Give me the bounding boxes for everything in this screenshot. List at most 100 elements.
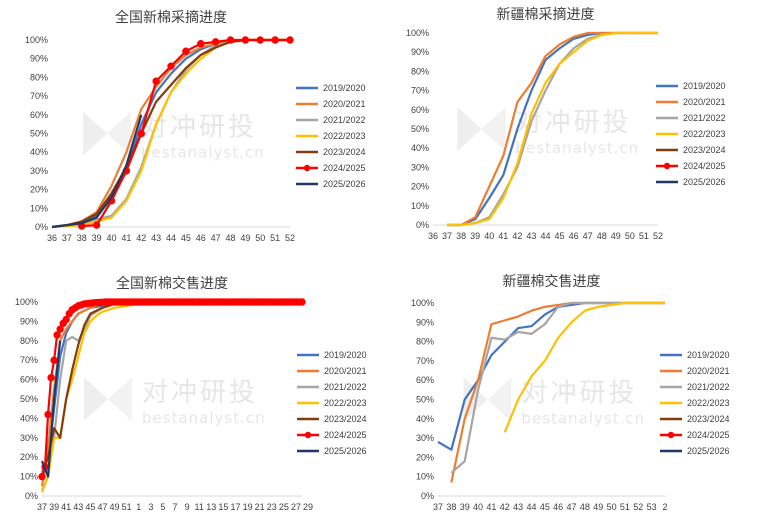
x-tick-label: 19 [243, 502, 253, 512]
series-line-2022-2023 [503, 301, 665, 433]
legend-label: 2020/2021 [324, 366, 367, 376]
x-tick-label: 44 [540, 231, 550, 241]
chart-panel-xinjiang-picking: 对冲研投 bestanalyst.cn 新疆棉采摘进度 0% 10% 20% 30% 40% 5… [383, 0, 765, 262]
x-tick-label: 51 [639, 231, 649, 241]
legend-label: 2022/2023 [687, 398, 730, 408]
legend-label: 2019/2020 [323, 83, 366, 93]
legend: 2019/2020 2020/2021 2021/2022 2022/2023 2023… [296, 83, 366, 189]
y-tick-label: 80% [20, 336, 38, 346]
data-point-marker [226, 36, 235, 44]
data-point-marker [182, 47, 190, 55]
legend-label: 2020/2021 [683, 97, 726, 107]
x-tick-label: 52 [285, 233, 295, 243]
x-tick-label: 29 [303, 502, 313, 512]
chart-title: 全国新棉交售进度 [116, 275, 228, 292]
chart-title: 全国新棉采摘进度 [115, 9, 227, 26]
x-tick-label: 41 [61, 502, 71, 512]
x-tick-label: 50 [607, 502, 617, 512]
y-tick-label: 90% [20, 316, 38, 326]
y-tick-label: 40% [30, 147, 48, 157]
x-tick-label: 49 [593, 502, 603, 512]
x-tick-label: 44 [166, 233, 176, 243]
y-tick-label: 60% [30, 110, 48, 120]
watermark-logo-right [481, 107, 506, 151]
data-point-marker [38, 472, 46, 481]
x-tick-label: 42 [500, 502, 510, 512]
watermark-text-en: bestanalyst.cn [142, 409, 266, 427]
y-tick-label: 30% [20, 433, 38, 443]
x-tick-label: 48 [580, 502, 590, 512]
x-tick-label: 41 [486, 502, 496, 512]
legend-label: 2019/2020 [324, 350, 367, 360]
legend-label: 2019/2020 [687, 350, 730, 360]
legend-marker [304, 431, 312, 439]
x-tick-label: 21 [255, 502, 265, 512]
y-tick-label: 40% [416, 414, 434, 424]
x-tick-label: 52 [653, 231, 663, 241]
x-tick-label: 47 [567, 502, 577, 512]
data-point-marker [53, 331, 61, 339]
y-tick-label: 100% [406, 28, 429, 38]
x-tick-label: 51 [270, 233, 280, 243]
y-tick-label: 40% [20, 413, 38, 423]
x-tick-label: 53 [647, 502, 657, 512]
y-tick-label: 20% [411, 182, 429, 192]
y-tick-label: 70% [20, 355, 38, 365]
x-tick-label: 44 [526, 502, 536, 512]
y-tick-label: 0% [421, 491, 434, 501]
data-point-marker [298, 298, 306, 306]
legend-label: 2021/2022 [323, 115, 366, 125]
watermark-text-cn: 对冲研投 [142, 378, 258, 408]
x-tick-label: 15 [218, 502, 228, 512]
y-tick-label: 10% [30, 203, 48, 213]
x-tick-label: 25 [279, 502, 289, 512]
y-tick-label: 10% [416, 472, 434, 482]
y-tick-label: 10% [20, 472, 38, 482]
legend-label: 2023/2024 [324, 414, 367, 424]
x-tick-label: 38 [456, 231, 466, 241]
legend-label: 2022/2023 [683, 129, 726, 139]
legend-label: 2024/2025 [683, 161, 726, 171]
data-point-marker [256, 36, 264, 44]
x-tick-label: 9 [185, 502, 190, 512]
x-tick-label: 46 [196, 233, 206, 243]
x-tick-label: 46 [569, 231, 579, 241]
x-tick-label: 45 [555, 231, 565, 241]
x-tick-label: 7 [173, 502, 178, 512]
x-tick-label: 50 [625, 231, 635, 241]
data-point-marker [197, 40, 205, 48]
y-tick-label: 70% [411, 86, 429, 96]
legend: 2019/2020 2020/2021 2021/2022 2022/2023 2023… [660, 350, 730, 456]
x-tick-label: 39 [470, 231, 480, 241]
x-tick-label: 36 [47, 233, 57, 243]
y-tick-label: 30% [30, 166, 48, 176]
y-tick-label: 50% [411, 124, 429, 134]
y-tick-label: 0% [416, 220, 429, 230]
legend: 2019/2020 2020/2021 2021/2022 2022/2023 2023… [656, 81, 726, 187]
x-tick-label: 13 [206, 502, 216, 512]
watermark-text-cn: 对冲研投 [522, 379, 638, 409]
watermark-logo-left [457, 107, 482, 151]
watermark-logo-right [487, 377, 512, 422]
y-tick-label: 60% [416, 375, 434, 385]
x-tick-label: 36 [428, 231, 438, 241]
y-tick-label: 10% [411, 201, 429, 211]
x-tick-label: 39 [92, 233, 102, 243]
watermark-text-en: bestanalyst.cn [141, 144, 265, 162]
data-point-marker [44, 410, 52, 419]
chart-title: 新疆棉采摘进度 [497, 6, 595, 23]
watermark-text-en: bestanalyst.cn [522, 410, 646, 428]
x-tick-label: 42 [136, 233, 146, 243]
legend: 2019/2020 2020/2021 2021/2022 2022/2023 2023… [297, 350, 367, 456]
data-point-marker [50, 356, 58, 364]
watermark-logo-right [107, 111, 131, 156]
x-tick-label: 48 [597, 231, 607, 241]
data-point-marker [92, 221, 101, 229]
x-tick-label: 41 [121, 233, 131, 243]
x-tick-label: 49 [611, 231, 621, 241]
x-tick-label: 50 [255, 233, 265, 243]
x-tick-label: 41 [498, 231, 508, 241]
